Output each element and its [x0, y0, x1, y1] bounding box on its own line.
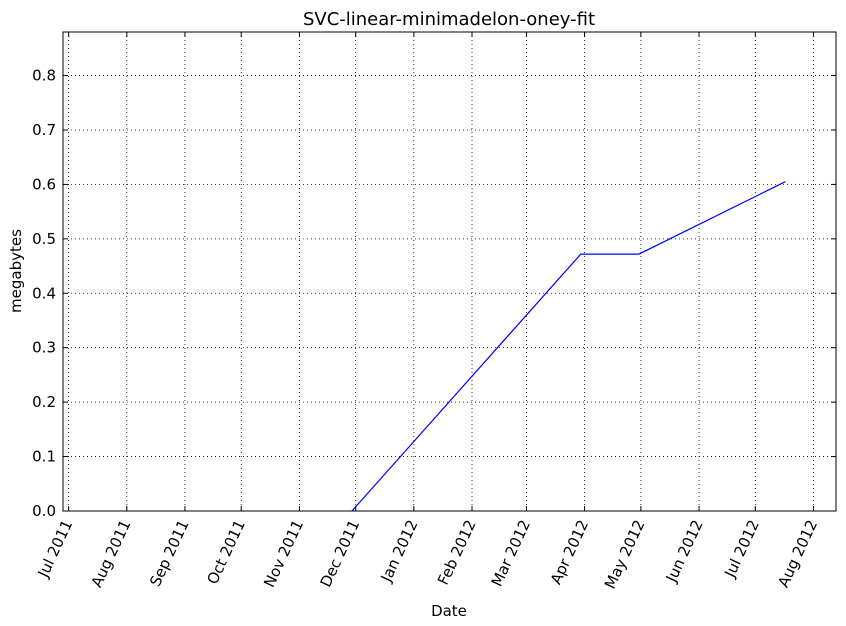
- y-tick-label: 0.5: [32, 230, 56, 248]
- plot-area-frame: [62, 31, 837, 512]
- x-axis-label: Date: [431, 602, 467, 620]
- y-tick-label: 0.6: [32, 175, 56, 193]
- y-axis-label: megabytes: [7, 229, 25, 313]
- y-tick-label: 0.7: [32, 121, 56, 139]
- y-tick-label: 0.3: [32, 339, 56, 357]
- y-tick-label: 0.1: [32, 448, 56, 466]
- y-tick-label: 0.4: [32, 284, 56, 302]
- ticks: [63, 32, 836, 512]
- chart-title: SVC-linear-minimadelon-oney-fit: [303, 9, 595, 30]
- y-tick-labels: 0.0 0.1 0.2 0.3 0.4 0.5 0.6 0.7 0.8: [32, 67, 56, 520]
- y-tick-label: 0.0: [32, 502, 56, 520]
- series-layer: [351, 181, 786, 512]
- series-line: [351, 181, 786, 512]
- y-tick-label: 0.2: [32, 393, 56, 411]
- y-tick-label: 0.8: [32, 67, 56, 85]
